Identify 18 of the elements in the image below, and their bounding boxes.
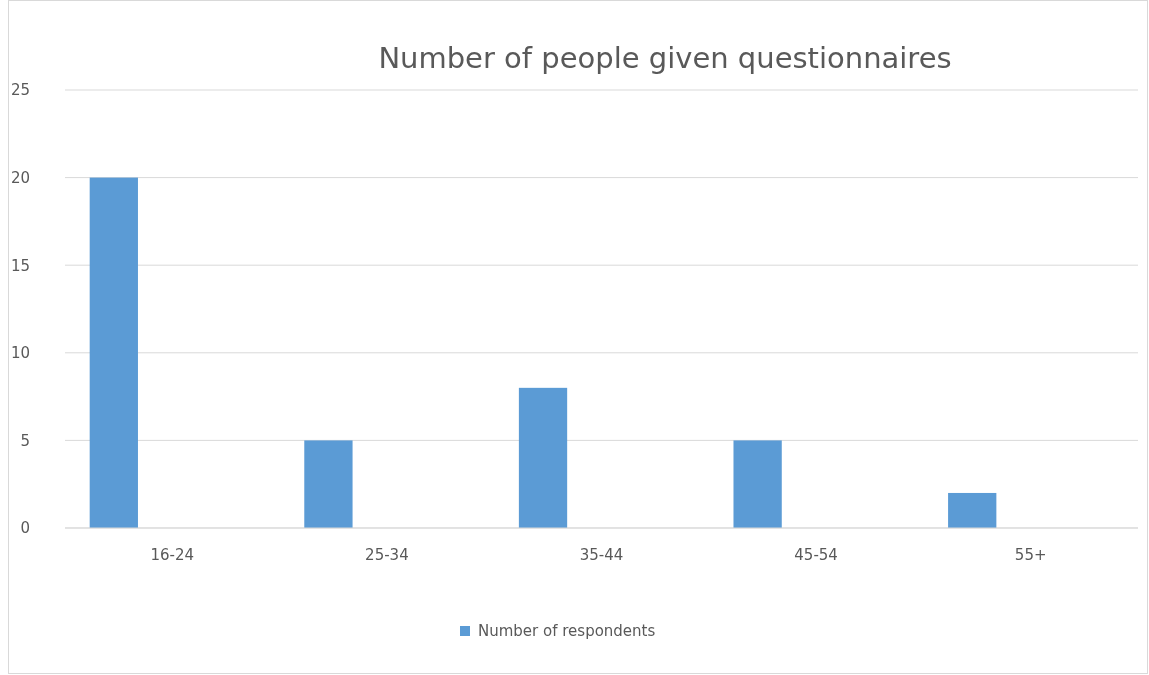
y-tick-label: 20 bbox=[10, 168, 30, 187]
bar bbox=[948, 492, 997, 528]
y-tick-label: 0 bbox=[20, 519, 30, 538]
x-tick-label: 16-24 bbox=[150, 545, 195, 564]
x-tick-label: 55+ bbox=[1014, 545, 1047, 564]
legend-label: Number of respondents bbox=[478, 622, 656, 640]
bar bbox=[733, 440, 782, 528]
bar bbox=[304, 440, 353, 528]
bar bbox=[89, 177, 138, 528]
bar bbox=[518, 387, 568, 528]
x-tick-label: 45-54 bbox=[794, 545, 838, 564]
chart-title: Number of people given questionnaires bbox=[378, 41, 952, 75]
y-tick-label: 5 bbox=[20, 431, 30, 450]
y-tick-label: 10 bbox=[10, 344, 30, 363]
y-tick-label: 25 bbox=[10, 81, 30, 100]
x-tick-label: 25-34 bbox=[365, 545, 409, 564]
y-tick-label: 15 bbox=[10, 256, 30, 275]
x-tick-label: 35-44 bbox=[579, 545, 624, 564]
